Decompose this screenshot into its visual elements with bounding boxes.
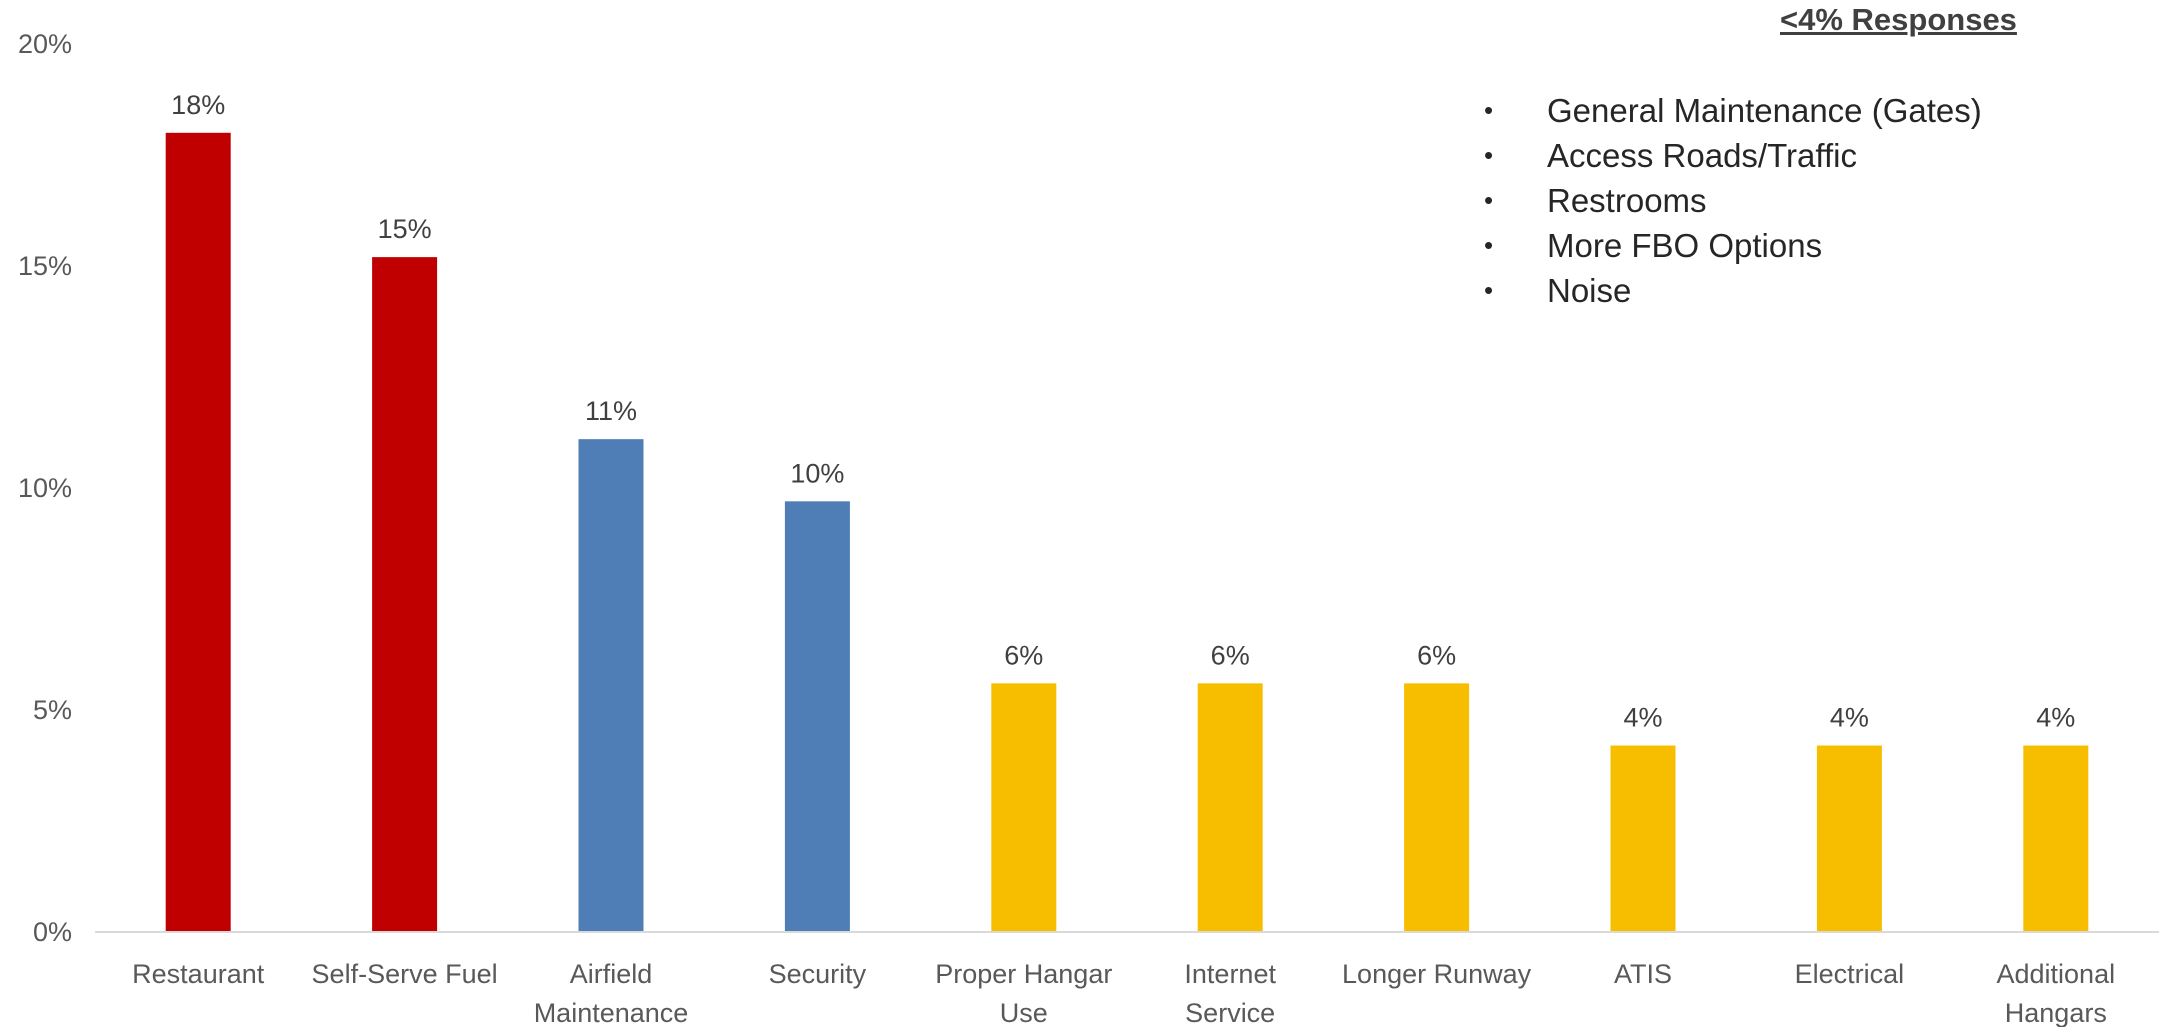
bars — [165, 132, 2089, 933]
category-label: Maintenance — [534, 998, 689, 1027]
data-label: 18% — [171, 90, 225, 120]
category-label: Self-Serve Fuel — [312, 959, 498, 989]
y-tick-label: 15% — [18, 251, 72, 281]
data-label: 4% — [1623, 703, 1662, 733]
y-tick-label: 20% — [18, 29, 72, 59]
bar — [2023, 745, 2089, 932]
data-label: 6% — [1004, 640, 1043, 670]
note-title: <4% Responses — [1780, 2, 2017, 37]
data-label: 6% — [1417, 640, 1456, 670]
category-label: Security — [769, 959, 867, 989]
y-tick-label: 0% — [33, 917, 72, 947]
data-label: 10% — [790, 458, 844, 488]
bar — [991, 683, 1057, 932]
bar — [1610, 745, 1676, 932]
note-item: More FBO Options — [1470, 223, 1982, 268]
bar — [1816, 745, 1882, 932]
data-label: 6% — [1211, 640, 1250, 670]
bar — [165, 132, 231, 933]
bar — [372, 257, 438, 932]
category-label: Service — [1185, 998, 1275, 1027]
y-tick-label: 5% — [33, 695, 72, 725]
bar — [1404, 683, 1470, 932]
data-label: 4% — [2036, 703, 2075, 733]
note-item: Noise — [1470, 268, 1982, 313]
bar — [1197, 683, 1263, 932]
bar — [578, 439, 644, 932]
note-item: Restrooms — [1470, 178, 1982, 223]
data-label: 15% — [378, 214, 432, 244]
data-label: 11% — [585, 396, 637, 426]
category-label: Use — [1000, 998, 1048, 1027]
category-label: Restaurant — [132, 959, 265, 989]
category-label: Additional — [1997, 959, 2116, 989]
category-label: Hangars — [2005, 998, 2107, 1027]
data-label: 4% — [1830, 703, 1869, 733]
category-label: Airfield — [570, 959, 653, 989]
bar — [784, 501, 850, 932]
category-label: ATIS — [1614, 959, 1672, 989]
category-label: Longer Runway — [1342, 959, 1532, 989]
note-list: General Maintenance (Gates) Access Roads… — [1470, 88, 1982, 313]
category-label: Electrical — [1795, 959, 1905, 989]
category-label: Internet — [1184, 959, 1276, 989]
category-label: Proper Hangar — [935, 959, 1112, 989]
data-labels: 18% 15% 11% 10% 6% 6% 6% 4% 4% 4% — [171, 90, 2075, 733]
note-item: Access Roads/Traffic — [1470, 133, 1982, 178]
y-tick-label: 10% — [18, 473, 72, 503]
y-axis: 0% 5% 10% 15% 20% — [18, 29, 72, 947]
category-labels: Restaurant Self-Serve Fuel Airfield Mainten… — [132, 959, 2115, 1027]
note-item: General Maintenance (Gates) — [1470, 88, 1982, 133]
